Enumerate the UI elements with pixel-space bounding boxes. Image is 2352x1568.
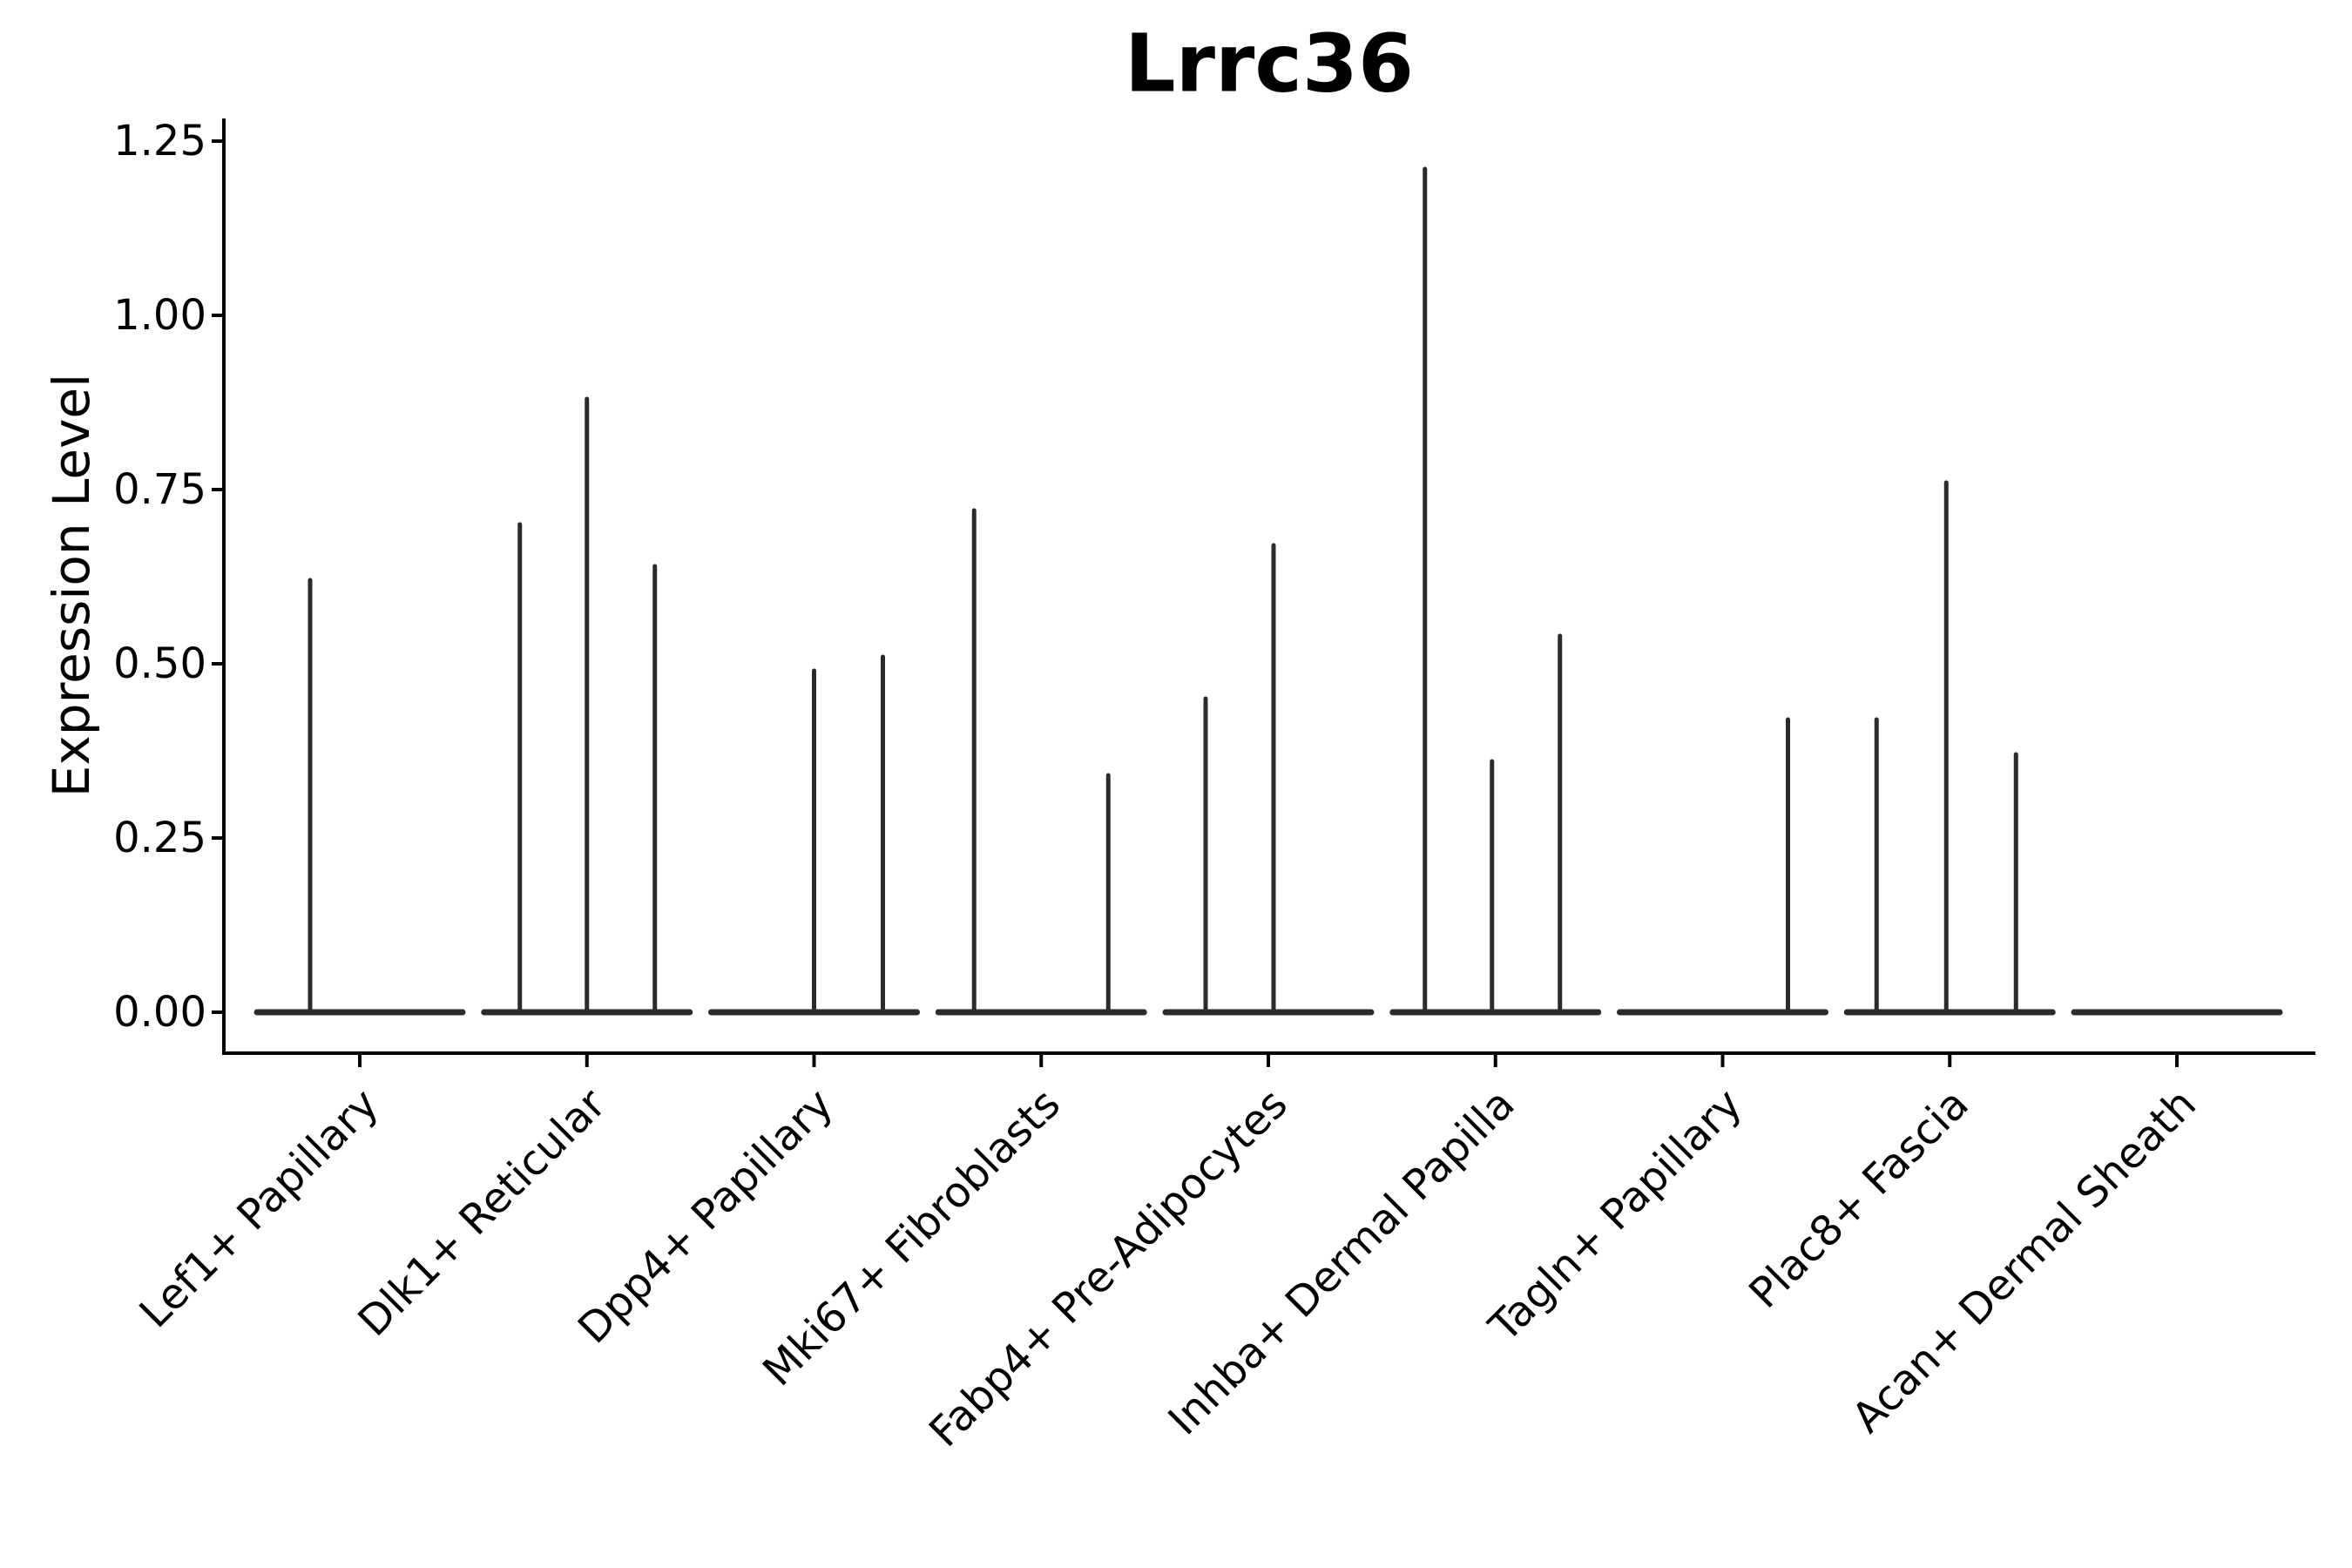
y-tick-label: 0.00 bbox=[113, 988, 206, 1037]
y-tick-label: 0.50 bbox=[113, 639, 206, 688]
y-axis-label: Expression Level bbox=[42, 373, 101, 798]
chart-title: Lrrc36 bbox=[1125, 17, 1414, 111]
y-tick-label: 0.25 bbox=[113, 814, 206, 862]
y-tick-label: 0.75 bbox=[113, 465, 206, 514]
y-tick-label: 1.25 bbox=[113, 117, 206, 166]
y-tick-label: 1.00 bbox=[113, 291, 206, 340]
